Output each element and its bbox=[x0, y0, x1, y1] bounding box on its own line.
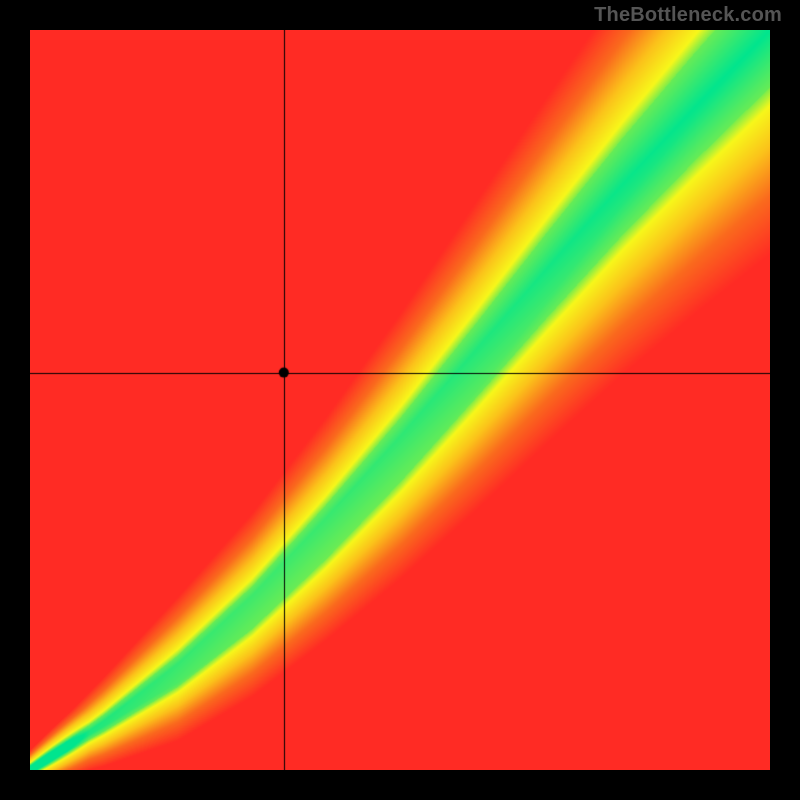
chart-container: TheBottleneck.com bbox=[0, 0, 800, 800]
heatmap-canvas bbox=[30, 30, 770, 770]
watermark-text: TheBottleneck.com bbox=[594, 4, 782, 27]
